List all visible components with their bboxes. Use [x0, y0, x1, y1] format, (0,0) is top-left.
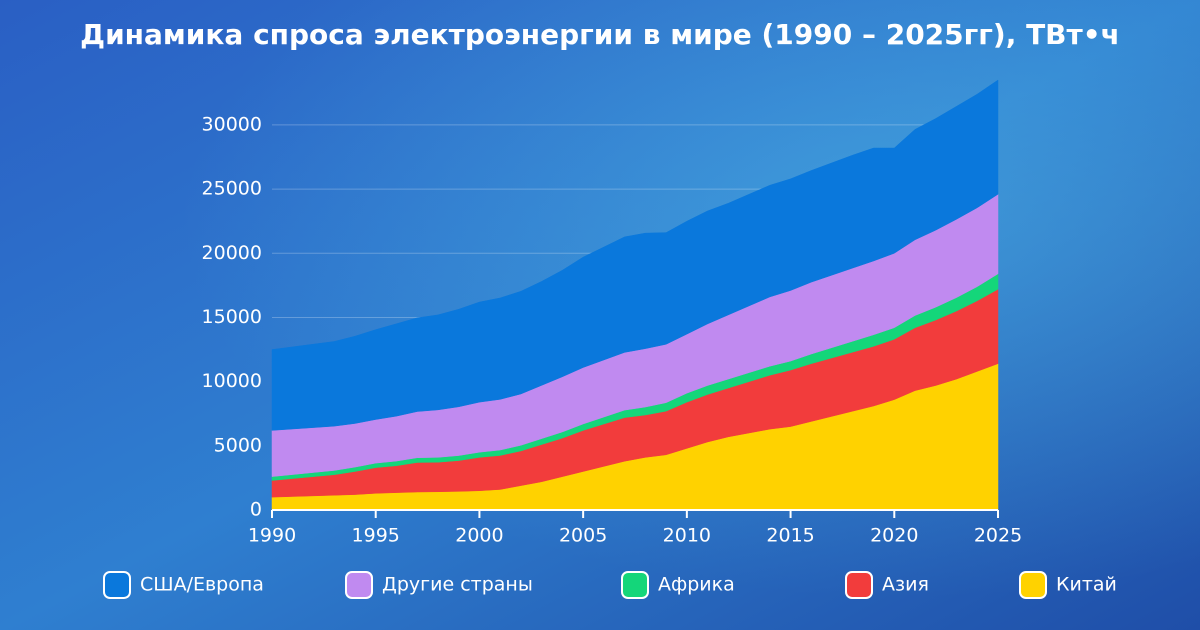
- y-tick-label: 30000: [202, 113, 262, 135]
- x-tick-label: 1995: [352, 525, 400, 547]
- legend-label: Азия: [882, 574, 929, 596]
- y-tick-label: 5000: [214, 434, 262, 456]
- x-tick-label: 1990: [248, 525, 296, 547]
- legend-swatch: [845, 571, 873, 599]
- legend-swatch: [1019, 571, 1047, 599]
- x-tick-label: 2020: [870, 525, 918, 547]
- area: [271, 79, 999, 431]
- legend-label: Африка: [658, 574, 735, 596]
- y-tick-label: 15000: [202, 306, 262, 328]
- y-tick-label: 10000: [202, 370, 262, 392]
- legend-swatch: [345, 571, 373, 599]
- y-tick-label: 20000: [202, 242, 262, 264]
- y-tick-label: 0: [250, 499, 262, 521]
- x-tick-label: 2005: [559, 525, 607, 547]
- y-tick-label: 25000: [202, 178, 262, 200]
- legend-label: США/Европа: [140, 574, 264, 596]
- x-tick-label: 2000: [455, 525, 503, 547]
- x-tick-label: 2015: [766, 525, 814, 547]
- legend-swatch: [621, 571, 649, 599]
- x-tick-label: 2010: [663, 525, 711, 547]
- legend-swatch: [103, 571, 131, 599]
- chart-title: Динамика спроса электроэнергии в мире (1…: [80, 18, 1120, 51]
- x-tick-label: 2025: [974, 525, 1022, 547]
- legend-label: Китай: [1056, 574, 1117, 596]
- legend-label: Другие страны: [382, 574, 533, 596]
